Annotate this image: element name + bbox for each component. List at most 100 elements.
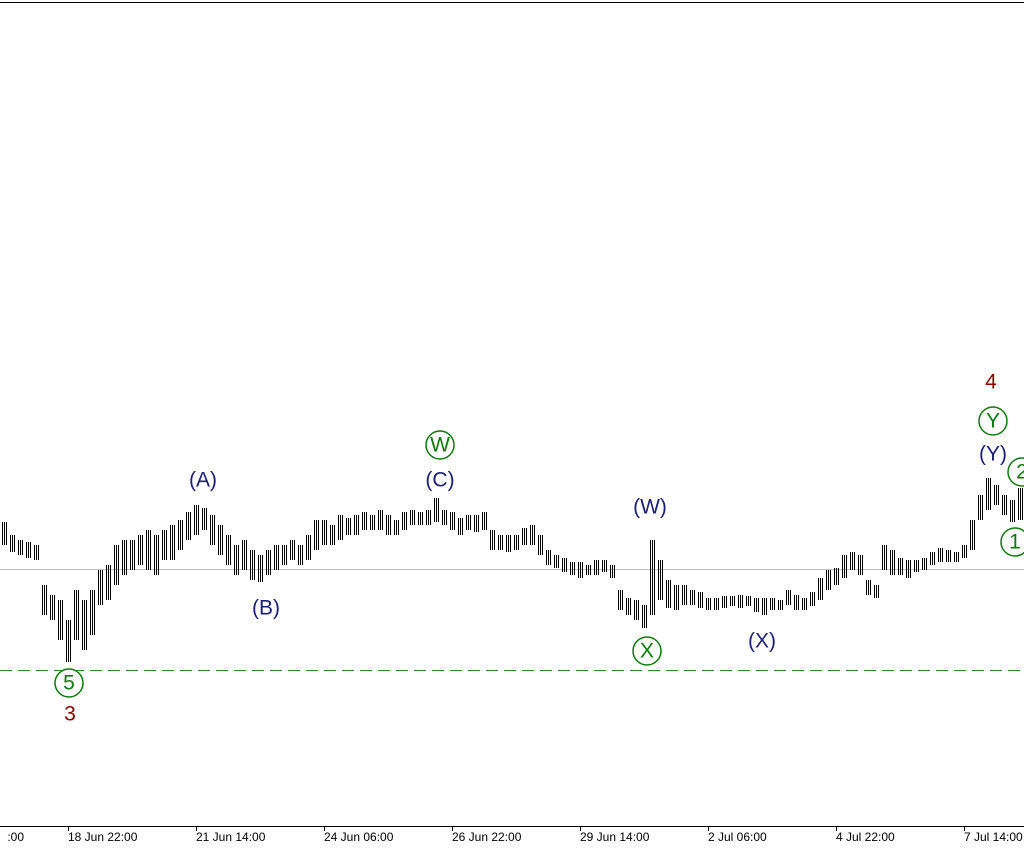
x-tick-label: 18 Jun 22:00 [68,830,138,844]
price-bar [673,585,680,610]
price-bar [377,510,384,530]
price-bar [905,560,912,578]
price-bar [481,512,488,530]
price-bar [993,485,1000,505]
price-bar [497,535,504,550]
price-bar [609,565,616,578]
wave-label: (A) [189,469,217,492]
price-bar [489,530,496,550]
price-bar [721,596,728,608]
price-bar [281,545,288,565]
price-bar [289,540,296,560]
wave-label: X [640,640,654,663]
price-bar [185,512,192,540]
price-bar [873,585,880,598]
price-bar [129,540,136,570]
price-bar [561,558,568,572]
wave-label: (X) [748,630,776,653]
price-bar [529,525,536,545]
wave-circle [425,430,455,460]
price-bar [953,552,960,562]
x-tick-label: 2 Jul 06:00 [708,830,767,844]
price-bar [33,545,40,560]
price-bar [793,595,800,610]
price-bar [649,540,656,615]
price-bar [961,545,968,558]
price-bar [545,550,552,565]
price-bar [321,520,328,545]
price-bar [753,598,760,612]
price-bar [809,592,816,606]
price-bar [553,555,560,568]
price-bar [681,585,688,605]
x-tick-label: 4 Jul 22:00 [836,830,895,844]
x-tick-label: 21 Jun 14:00 [196,830,266,844]
price-bar [105,565,112,600]
price-bar [65,620,72,662]
price-bar [825,570,832,590]
price-bar [57,600,64,640]
price-bar [889,550,896,575]
price-bar [337,515,344,540]
price-bar [729,596,736,606]
price-bar [705,598,712,610]
price-bar [697,592,704,608]
price-bar [601,560,608,572]
price-bar [745,596,752,606]
price-bar [25,542,32,558]
price-bar [417,512,424,525]
price-bar [361,512,368,530]
price-bar [785,590,792,605]
x-tick-label: 29 Jun 14:00 [580,830,650,844]
price-bar [89,590,96,635]
wave-label: 4 [985,371,997,394]
price-bar [977,495,984,520]
price-bar [17,540,24,555]
price-bar [273,545,280,570]
price-bar [625,598,632,615]
price-bar [569,562,576,575]
price-bar [457,518,464,535]
price-bar [833,568,840,585]
wave-label: (C) [425,469,454,492]
price-bar [161,530,168,560]
price-bar [369,515,376,530]
price-bar [97,570,104,605]
price-bar [593,560,600,575]
wave-label: 2 [1016,461,1024,484]
price-bar [937,548,944,562]
price-bar [169,525,176,560]
wave-circle [1007,457,1024,487]
price-bar [913,560,920,572]
price-bar [761,598,768,615]
price-bar [201,508,208,530]
price-bar [1017,488,1024,520]
wave-label: 3 [64,703,76,726]
price-bar [865,580,872,595]
price-bar [881,545,888,570]
price-bar [577,562,584,578]
price-bar [265,550,272,575]
price-bar [633,600,640,620]
price-bar [49,595,56,620]
wave-label: Y [986,410,1000,433]
price-bar [209,515,216,545]
price-bar [641,605,648,628]
price-bar [193,505,200,535]
price-bar [521,528,528,545]
price-bar [969,520,976,550]
price-bar [465,515,472,530]
wave-circle [632,636,662,666]
price-bar [233,545,240,575]
price-bar [9,535,16,552]
price-bar [737,595,744,608]
price-bar [313,520,320,550]
wave-label: (B) [252,597,280,620]
price-bar [585,565,592,575]
price-bar [513,535,520,550]
price-bar [81,600,88,650]
price-bar [121,540,128,575]
